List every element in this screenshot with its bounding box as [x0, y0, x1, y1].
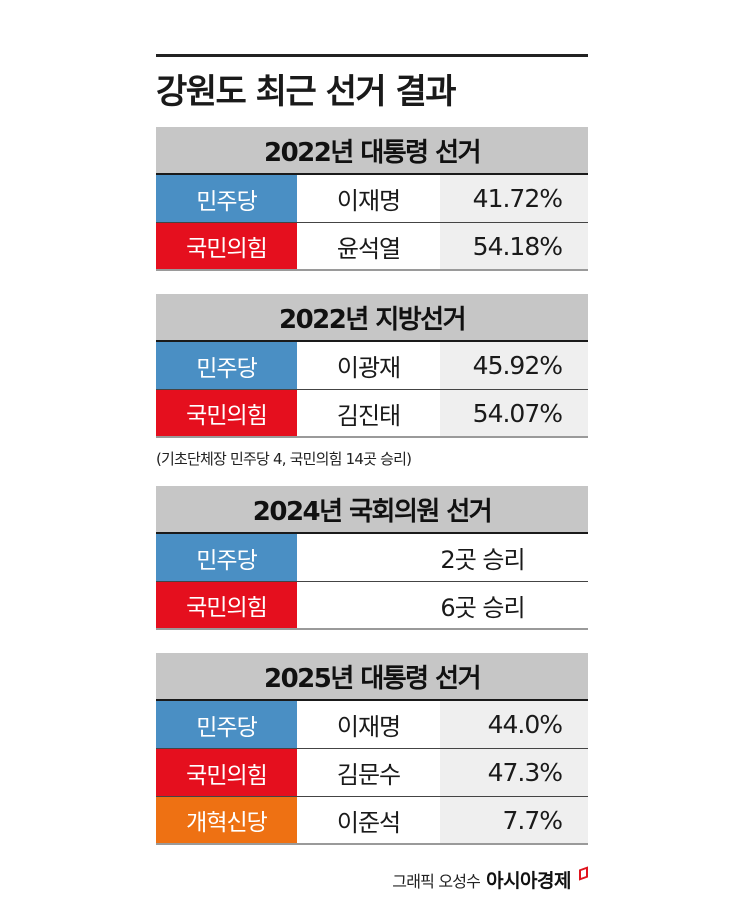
table-row: 국민의힘 김진태 54.07%: [156, 390, 588, 438]
party-label-democratic: 민주당: [156, 701, 297, 748]
vote-share: 54.07%: [440, 390, 588, 436]
top-rule: [156, 54, 588, 57]
section-header: 2024년 국회의원 선거: [156, 486, 588, 534]
candidate-name: 윤석열: [297, 223, 440, 269]
table-row: 민주당 이광재 45.92%: [156, 342, 588, 390]
vote-share: 44.0%: [440, 701, 588, 748]
party-label-ppp: 국민의힘: [156, 582, 297, 628]
brand-logo-text: 아시아경제: [486, 870, 571, 892]
table-row: 국민의힘 윤석열 54.18%: [156, 223, 588, 271]
party-label-democratic: 민주당: [156, 175, 297, 222]
party-label-reform: 개혁신당: [156, 797, 297, 843]
party-label-ppp: 국민의힘: [156, 749, 297, 796]
party-label-democratic: 민주당: [156, 534, 297, 581]
section-header: 2022년 지방선거: [156, 294, 588, 342]
seats-won: 6곳 승리: [297, 582, 588, 628]
brand-mark-icon: [579, 866, 588, 881]
candidate-name: 이재명: [297, 701, 440, 748]
candidate-name: 이준석: [297, 797, 440, 843]
vote-share: 7.7%: [440, 797, 588, 843]
section-2024-national-assembly: 2024년 국회의원 선거 민주당 2곳 승리 국민의힘 6곳 승리: [156, 486, 588, 630]
candidate-name: 이광재: [297, 342, 440, 389]
party-label-ppp: 국민의힘: [156, 223, 297, 269]
vote-share: 54.18%: [440, 223, 588, 269]
credit: 그래픽 오성수 아시아경제: [392, 866, 588, 893]
vote-share: 45.92%: [440, 342, 588, 389]
candidate-name: 김진태: [297, 390, 440, 436]
section-2025-presidential: 2025년 대통령 선거 민주당 이재명 44.0% 국민의힘 김문수 47.3…: [156, 653, 588, 845]
footnote: (기초단체장 민주당 4, 국민의힘 14곳 승리): [156, 450, 412, 468]
table-row: 민주당 2곳 승리: [156, 534, 588, 582]
table-row: 민주당 이재명 41.72%: [156, 175, 588, 223]
seats-won: 2곳 승리: [297, 534, 588, 581]
page-title: 강원도 최근 선거 결과: [156, 72, 457, 112]
section-header: 2025년 대통령 선거: [156, 653, 588, 701]
vote-share: 41.72%: [440, 175, 588, 222]
candidate-name: 김문수: [297, 749, 440, 796]
table-row: 개혁신당 이준석 7.7%: [156, 797, 588, 845]
candidate-name: 이재명: [297, 175, 440, 222]
section-header: 2022년 대통령 선거: [156, 127, 588, 175]
party-label-ppp: 국민의힘: [156, 390, 297, 436]
graphic-byline: 그래픽 오성수: [392, 872, 481, 891]
vote-share: 47.3%: [440, 749, 588, 796]
section-2022-local: 2022년 지방선거 민주당 이광재 45.92% 국민의힘 김진태 54.07…: [156, 294, 588, 438]
table-row: 민주당 이재명 44.0%: [156, 701, 588, 749]
party-label-democratic: 민주당: [156, 342, 297, 389]
table-row: 국민의힘 6곳 승리: [156, 582, 588, 630]
section-2022-presidential: 2022년 대통령 선거 민주당 이재명 41.72% 국민의힘 윤석열 54.…: [156, 127, 588, 271]
table-row: 국민의힘 김문수 47.3%: [156, 749, 588, 797]
